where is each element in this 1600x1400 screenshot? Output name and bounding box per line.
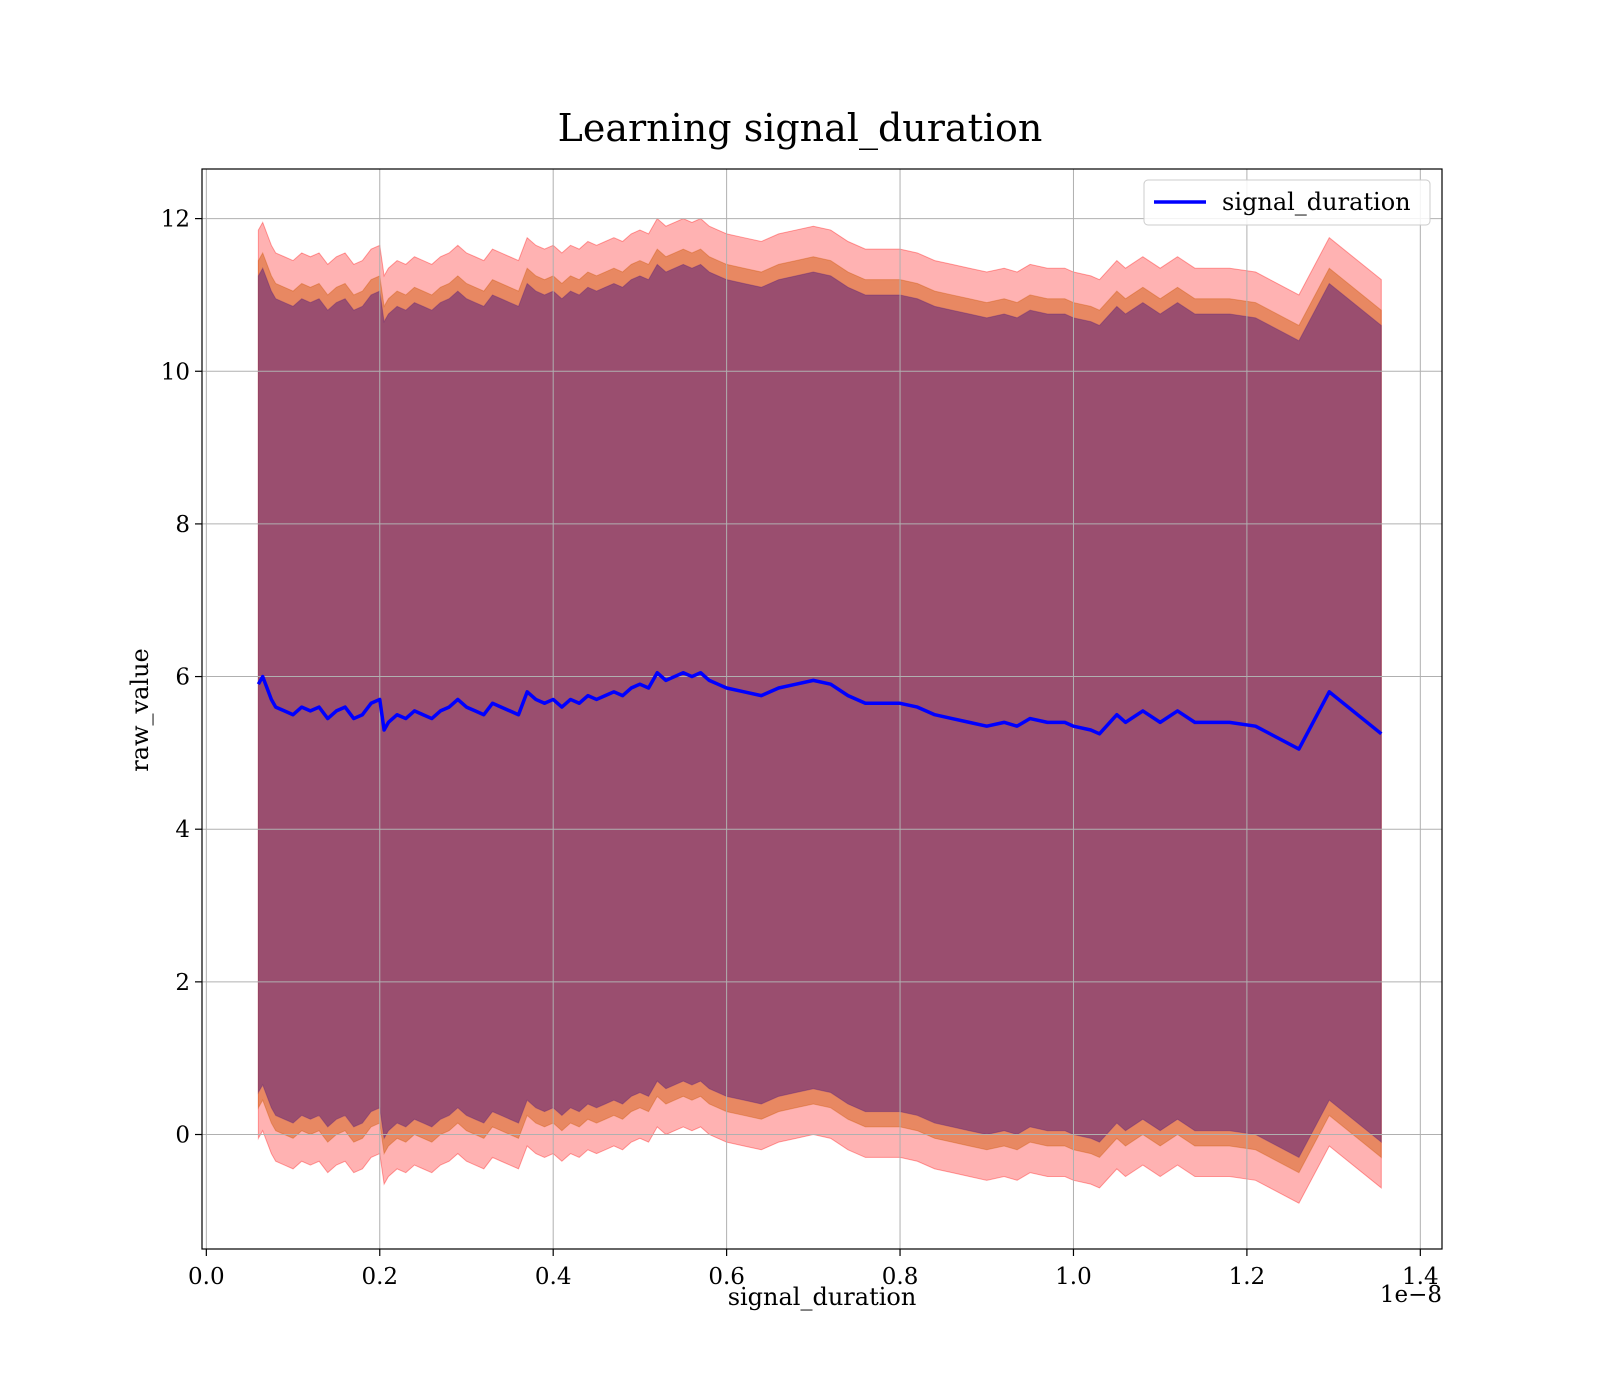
plot-frame [201, 168, 1443, 1250]
x-tick-label: 0.0 [188, 1264, 225, 1290]
x-tick-label: 1.4 [1402, 1264, 1439, 1290]
grid-lines [202, 169, 1442, 1249]
y-tick-label: 2 [175, 970, 190, 996]
legend-label: signal_duration [1222, 188, 1411, 216]
y-tick-label: 6 [175, 665, 190, 691]
series-line [256, 671, 1383, 751]
legend: signal_duration [1143, 179, 1431, 226]
x-tick-label: 1.0 [1055, 1264, 1092, 1290]
confidence-bands [257, 217, 1382, 1204]
y-tick-label: 10 [161, 359, 190, 385]
legend-box [1143, 179, 1431, 226]
x-tick-label: 0.6 [708, 1264, 745, 1290]
y-tick-label: 8 [175, 512, 190, 538]
band-inner [257, 263, 1382, 1159]
y-tick-label: 12 [161, 207, 190, 233]
x-tick-label: 1.2 [1229, 1264, 1266, 1290]
x-axis-ticks: 0.0 0.2 0.4 0.6 0.8 1.0 1.2 1.4 [188, 1249, 1439, 1290]
chart-title: Learning signal_duration [558, 106, 1043, 151]
y-tick-label: 0 [175, 1123, 190, 1149]
y-axis-label: raw_value [126, 648, 154, 772]
y-tick-label: 4 [175, 817, 190, 843]
y-axis-ticks: 0 2 4 6 8 10 12 [161, 207, 202, 1149]
x-tick-label: 0.8 [882, 1264, 919, 1290]
x-tick-label: 0.2 [361, 1264, 398, 1290]
x-axis-label: signal_duration [728, 1283, 917, 1311]
x-axis-offset-label: 1e−8 [1380, 1282, 1442, 1308]
series-line-layer [256, 671, 1383, 751]
x-tick-label: 0.4 [535, 1264, 572, 1290]
